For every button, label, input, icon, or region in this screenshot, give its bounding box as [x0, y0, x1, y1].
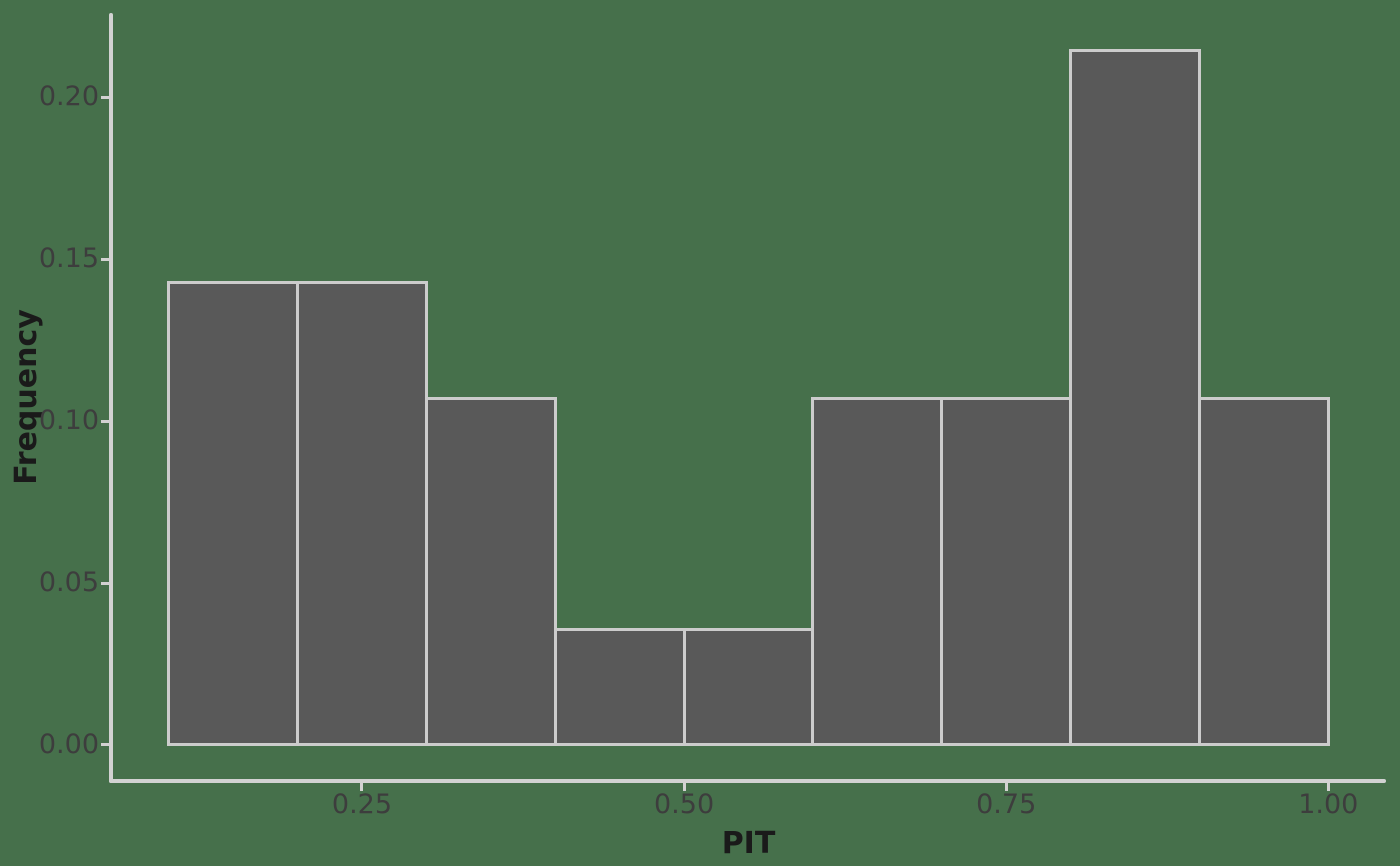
- histogram-bar: [167, 280, 300, 747]
- x-tick-mark: [360, 783, 364, 791]
- y-tick-label: 0.05: [38, 567, 99, 599]
- x-tick-mark: [682, 783, 686, 791]
- x-tick-label: 0.50: [654, 789, 715, 820]
- y-tick-label: 0.10: [38, 405, 99, 437]
- y-tick-mark: [101, 419, 109, 423]
- histogram-bar: [940, 396, 1073, 747]
- x-tick-label: 0.25: [331, 789, 393, 820]
- y-tick-label: 0.20: [38, 81, 99, 113]
- x-tick-label: 1.00: [1298, 789, 1359, 820]
- histogram-bar: [811, 396, 944, 747]
- histogram-bar: [1197, 396, 1330, 747]
- y-tick-mark: [101, 95, 109, 99]
- y-axis-line: [109, 13, 113, 783]
- histogram-bar: [682, 627, 815, 747]
- y-tick-mark: [101, 743, 109, 747]
- y-axis-title: Frequency: [9, 309, 44, 485]
- plot-area: [112, 14, 1385, 779]
- y-tick-label: 0.15: [38, 243, 99, 275]
- x-tick-mark: [1004, 783, 1008, 791]
- x-axis-title: PIT: [721, 826, 776, 861]
- histogram-bar: [424, 396, 557, 747]
- y-tick-label: 0.00: [38, 728, 99, 760]
- histogram-bar: [553, 627, 686, 747]
- x-axis-line: [109, 779, 1386, 783]
- y-tick-mark: [101, 581, 109, 585]
- x-tick-mark: [1326, 783, 1330, 791]
- x-tick-label: 0.75: [976, 789, 1037, 820]
- histogram-bar: [296, 280, 428, 747]
- histogram-bar: [1069, 49, 1201, 747]
- y-tick-mark: [101, 257, 109, 261]
